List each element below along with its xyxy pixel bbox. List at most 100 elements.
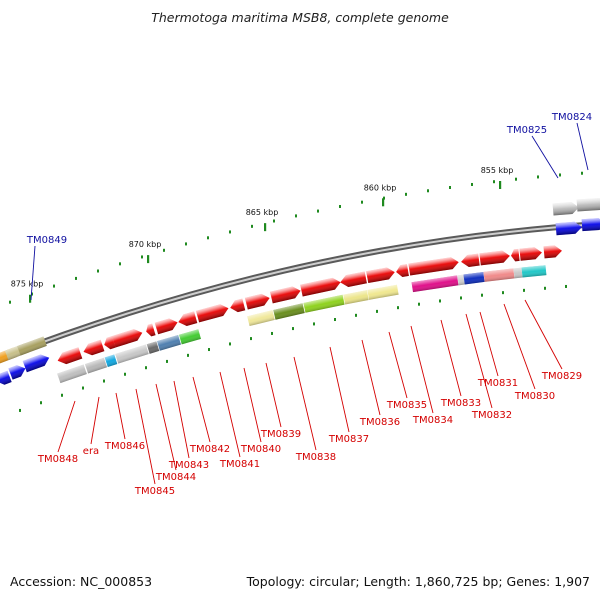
gene-label-tm0843[interactable]: TM0843 [168, 460, 209, 471]
scale-tick [229, 230, 231, 234]
gene-label-tm0833[interactable]: TM0833 [440, 398, 481, 409]
scale-tick [449, 186, 451, 189]
gene-arrow[interactable] [408, 256, 459, 276]
gene-arrow[interactable] [0, 370, 12, 387]
scale-tick [376, 309, 378, 313]
gene-label-tm0846[interactable]: TM0846 [104, 441, 145, 452]
scale-major-tick [29, 294, 32, 303]
gene-label-tm0824[interactable]: TM0824 [551, 112, 592, 123]
scale-tick [103, 379, 105, 383]
scale-tick [493, 180, 495, 184]
scale-ticks [9, 171, 583, 412]
gene-arrow[interactable] [366, 266, 396, 284]
gene-label-tm0835[interactable]: TM0835 [386, 400, 427, 411]
feature-band [521, 265, 547, 278]
scale-tick [250, 337, 252, 341]
scale-tick [187, 353, 189, 357]
gene-arrow[interactable] [111, 327, 144, 348]
gene-arrow[interactable] [56, 347, 83, 366]
gene-label-tm0832[interactable]: TM0832 [471, 410, 512, 421]
gene-label-tm0840[interactable]: TM0840 [240, 444, 281, 455]
gene-label-tm0839[interactable]: TM0839 [260, 429, 301, 440]
scale-tick [141, 255, 143, 259]
scale-tick [334, 318, 336, 322]
gene-label-tm0831[interactable]: TM0831 [477, 378, 518, 389]
gene-label-tm0834[interactable]: TM0834 [412, 415, 453, 426]
scale-tick [515, 177, 517, 181]
scale-tick [166, 359, 168, 363]
gene-label-tm0841[interactable]: TM0841 [219, 459, 260, 470]
scale-major-tick [264, 223, 267, 232]
gene-arrow[interactable] [177, 311, 198, 327]
feature-band [84, 357, 108, 374]
gene-arrow[interactable] [154, 317, 179, 335]
gene-arrow[interactable] [244, 292, 271, 310]
scale-tick [481, 293, 483, 297]
gene-arrow[interactable] [102, 336, 116, 351]
gene-arrow[interactable] [519, 247, 542, 261]
gene-arrow[interactable] [555, 221, 583, 236]
gene-label-tm0849[interactable]: TM0849 [26, 235, 67, 246]
scale-tick [295, 214, 297, 218]
feature-band [157, 334, 181, 351]
gene-label-tm0837[interactable]: TM0837 [328, 434, 369, 445]
gene-label-tm0842[interactable]: TM0842 [189, 444, 230, 455]
label-leader-line [361, 339, 381, 416]
scale-tick [119, 262, 121, 266]
gene-label-tm0845[interactable]: TM0845 [134, 486, 175, 497]
feature-band [303, 294, 345, 313]
gene-label-tm0838[interactable]: TM0838 [295, 452, 336, 463]
scale-tick-label: 870 kbp [129, 240, 162, 249]
label-leader-line [90, 396, 100, 445]
gene-label-tm0844[interactable]: TM0844 [155, 472, 196, 483]
gene-arrow[interactable] [8, 363, 27, 380]
label-leader-line [531, 135, 559, 179]
gene-arrow[interactable] [339, 271, 367, 289]
label-leader-line [440, 319, 462, 397]
gene-label-tm0830[interactable]: TM0830 [514, 391, 555, 402]
gene-arrow[interactable] [82, 339, 105, 358]
gene-arrow[interactable] [270, 285, 302, 304]
scale-tick [523, 288, 525, 292]
gene-arrow[interactable] [144, 323, 156, 338]
gene-arrow[interactable] [576, 197, 600, 212]
gene-arrow[interactable] [300, 276, 342, 297]
scale-tick [317, 209, 319, 213]
scale-tick [565, 284, 567, 288]
gene-arrow[interactable] [460, 253, 480, 268]
gene-label-era[interactable]: era [83, 446, 99, 457]
label-leader-line [219, 371, 241, 458]
gene-label-tm0825[interactable]: TM0825 [506, 125, 547, 136]
scale-tick [185, 242, 187, 246]
scale-tick [75, 276, 77, 280]
gene-arrow[interactable] [395, 264, 409, 278]
scale-tick [163, 248, 165, 252]
label-leader-line [293, 356, 317, 451]
gene-arrow[interactable] [229, 298, 246, 314]
gene-arrow[interactable] [581, 218, 600, 232]
label-leader-line [479, 311, 499, 377]
gene-arrow[interactable] [543, 245, 563, 259]
gene-label-tm0829[interactable]: TM0829 [541, 371, 582, 382]
scale-tick-label: 860 kbp [364, 183, 397, 192]
gene-arrow[interactable] [195, 302, 230, 323]
scale-tick [544, 286, 546, 290]
gene-arrow[interactable] [22, 352, 52, 373]
feature-band [411, 275, 459, 293]
scale-tick [40, 401, 42, 405]
label-leader-line [388, 331, 408, 399]
feature-band [104, 354, 118, 368]
gene-label-tm0836[interactable]: TM0836 [359, 417, 400, 428]
genome-summary-text: Topology: circular; Length: 1,860,725 bp… [246, 574, 590, 589]
gene-label-tm0848[interactable]: TM0848 [37, 454, 78, 465]
scale-major-tick [499, 181, 502, 189]
feature-band [483, 268, 515, 282]
gene-arrow[interactable] [552, 201, 580, 216]
scale-tick [313, 322, 315, 326]
gene-arrow[interactable] [510, 248, 520, 262]
gene-arrow[interactable] [479, 250, 510, 266]
scale-tick [418, 302, 420, 306]
scale-tick [97, 269, 99, 273]
scale-tick [145, 366, 147, 370]
scale-tick [383, 196, 385, 200]
